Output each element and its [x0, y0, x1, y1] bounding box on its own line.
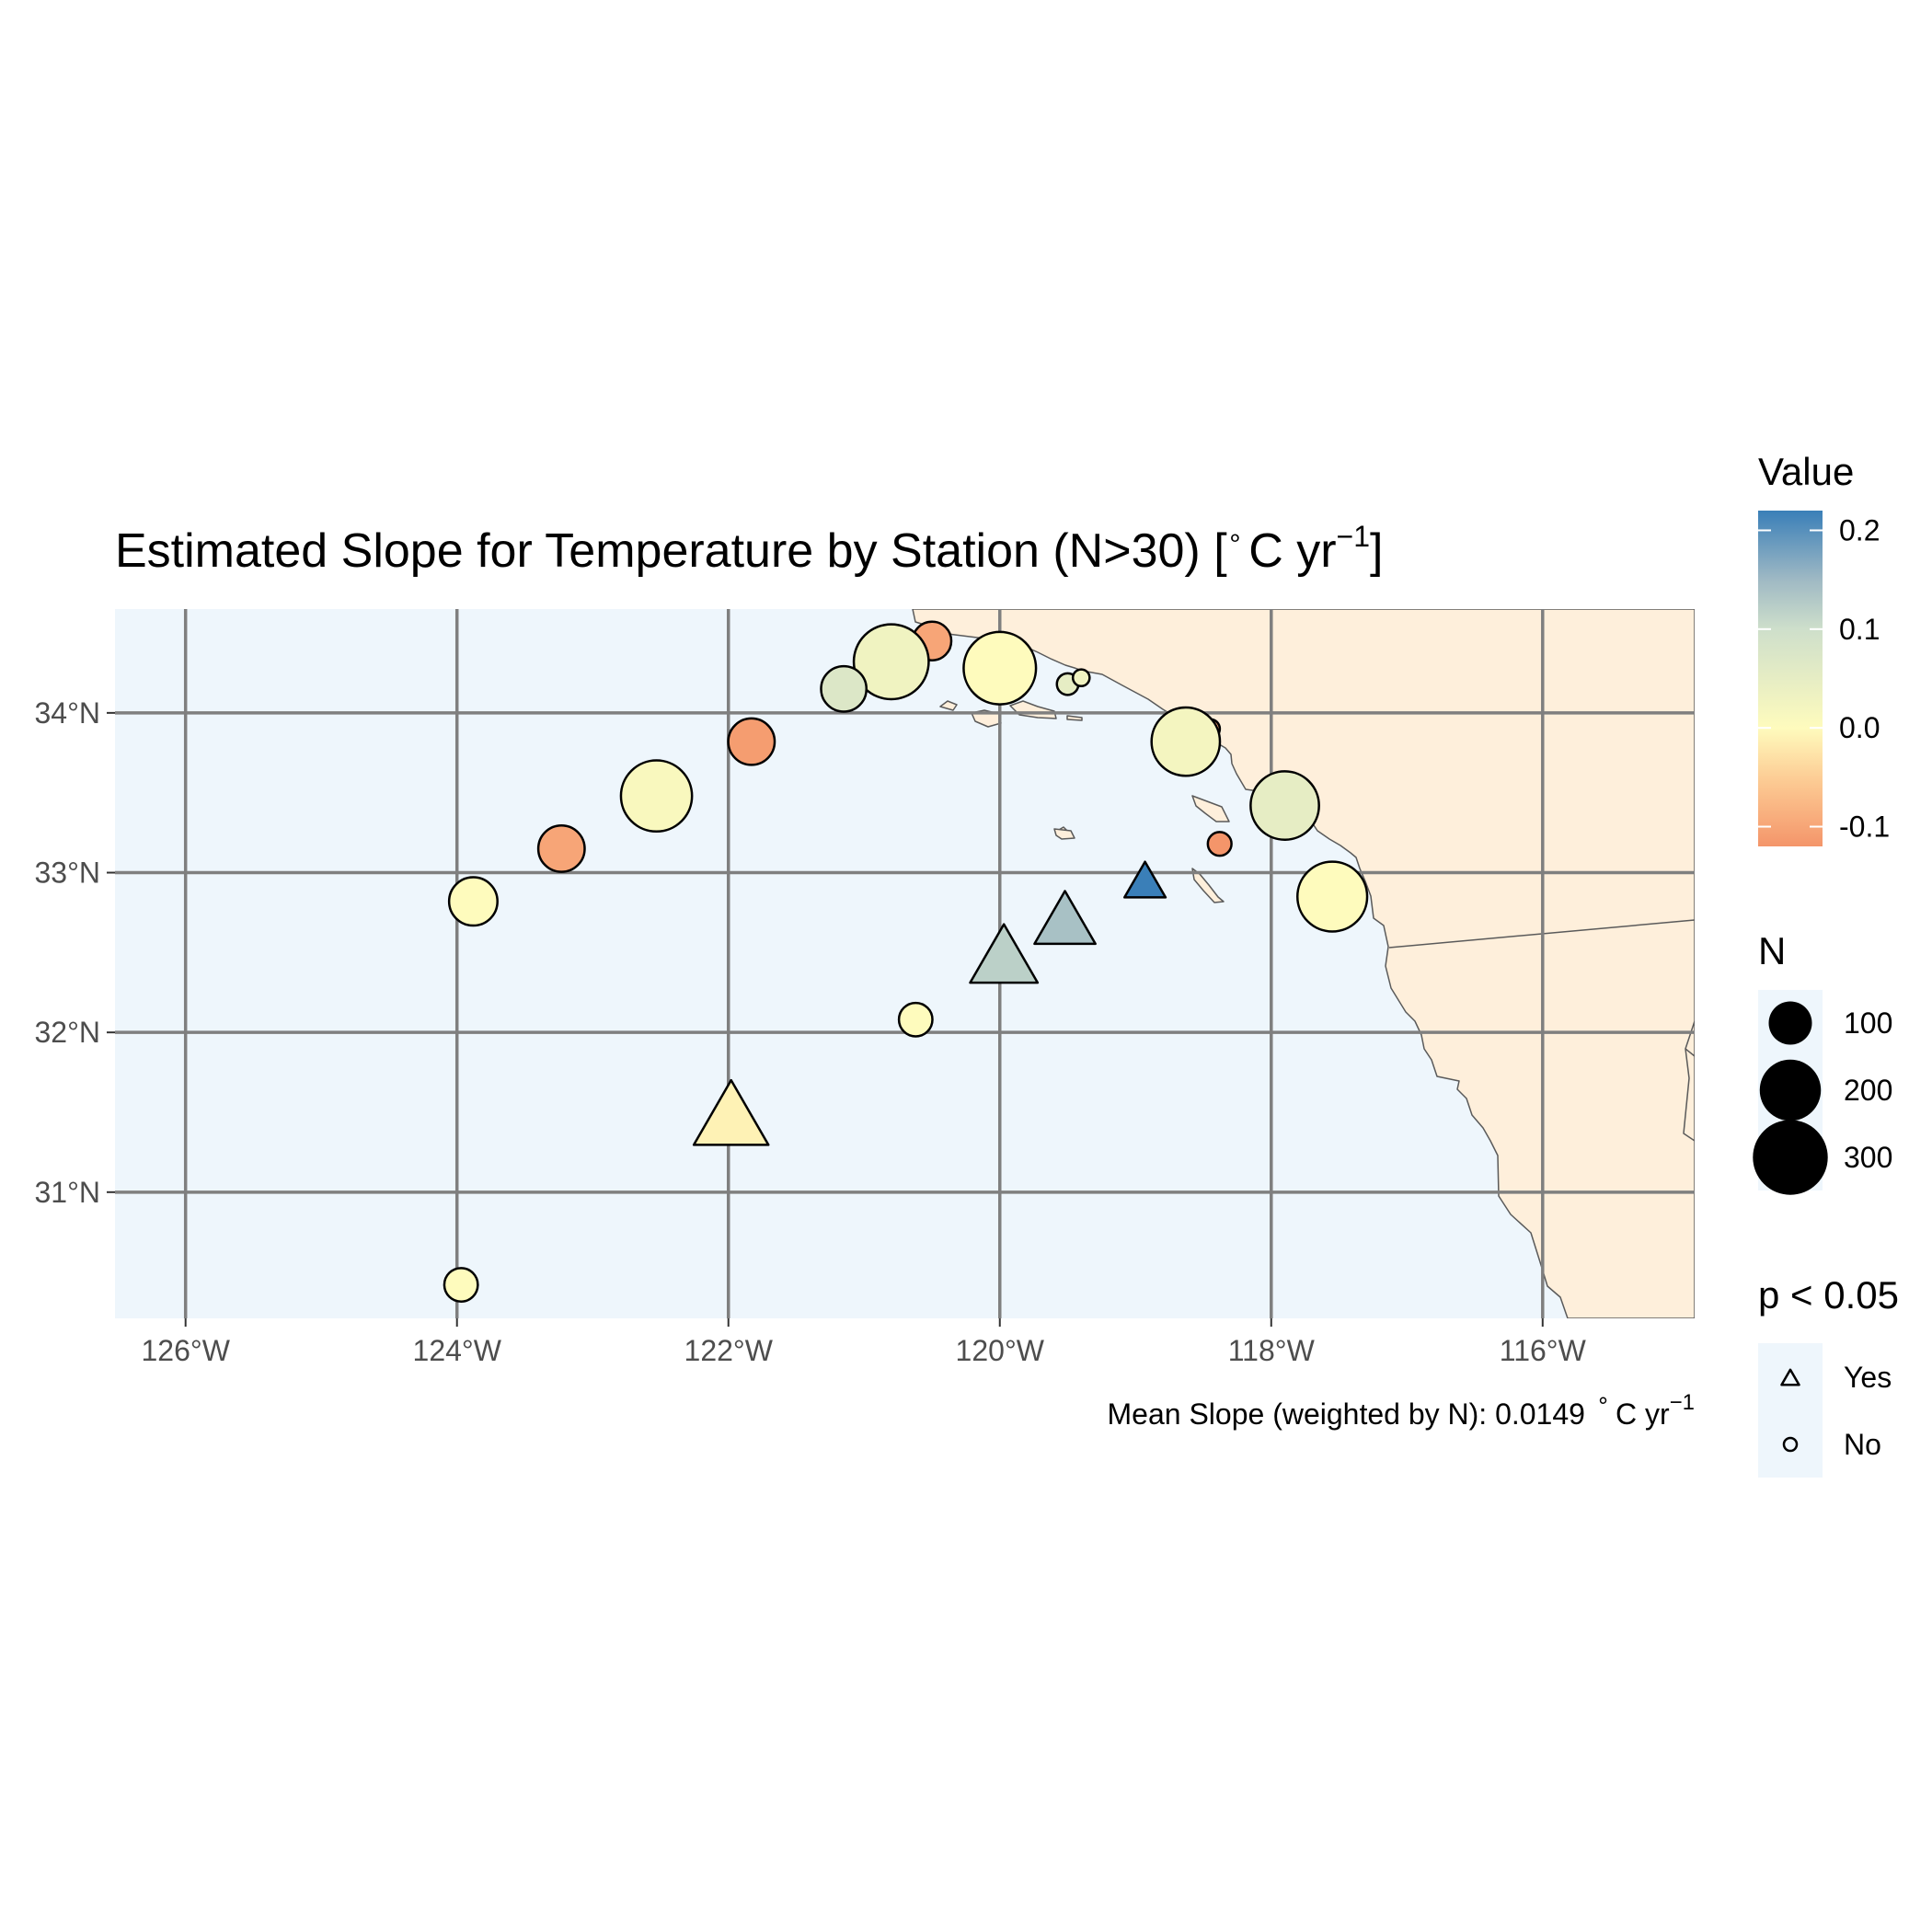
station-marker — [447, 876, 499, 927]
colorbar-label: -0.1 — [1839, 811, 1890, 844]
station-marker — [727, 717, 776, 766]
station-marker — [897, 1001, 934, 1038]
legend-value-ticks: 0.2 0.1 0.0 -0.1 — [1758, 513, 1890, 844]
y-tick-label: 34°N — [35, 696, 101, 730]
station-marker-significant — [1123, 860, 1167, 899]
y-tick-label: 33°N — [35, 857, 101, 890]
legend-n-label: 300 — [1844, 1141, 1892, 1174]
station-marker — [1249, 770, 1320, 841]
y-axis: 34°N 33°N 32°N 31°N — [35, 696, 115, 1209]
legend-n-label: 100 — [1844, 1006, 1892, 1040]
x-axis: 126°W 124°W 122°W 120°W 118°W 116°W — [142, 1318, 1587, 1367]
station-marker — [852, 623, 930, 701]
island-santa-catalina — [1191, 795, 1230, 822]
legend-p-key-triangle — [1780, 1368, 1800, 1386]
legend-p-label: Yes — [1844, 1361, 1892, 1394]
legend-p: p < 0.05 Yes No — [1758, 1273, 1899, 1478]
map-panel — [115, 609, 1695, 1318]
colorbar-label: 0.1 — [1839, 613, 1880, 646]
x-tick-label: 118°W — [1228, 1334, 1316, 1367]
map-layers — [115, 609, 1695, 1318]
colorbar-label: 0.0 — [1839, 711, 1880, 744]
stations-layer — [443, 620, 1369, 1303]
legend-value: Value 0.2 0.1 0.0 -0.1 — [1758, 450, 1890, 846]
station-marker — [1071, 668, 1091, 688]
station-marker — [1150, 706, 1222, 777]
island-anacapa — [1066, 715, 1083, 721]
x-tick-label: 122°W — [684, 1334, 774, 1367]
station-marker — [962, 630, 1038, 706]
x-tick-label: 116°W — [1500, 1334, 1587, 1367]
x-tick-label: 126°W — [142, 1334, 231, 1367]
legend-n-key — [1759, 1059, 1822, 1121]
legend-value-title: Value — [1758, 450, 1854, 493]
legend-n-entries: 100 200 300 — [1753, 1001, 1892, 1195]
station-marker-significant — [692, 1078, 770, 1146]
x-tick-label: 124°W — [413, 1334, 502, 1367]
station-marker — [536, 824, 586, 873]
legend-n-key — [1768, 1001, 1812, 1045]
station-marker-significant — [1033, 890, 1097, 946]
mexico-cape — [1683, 1020, 1695, 1142]
station-marker — [1296, 860, 1369, 933]
legend-p-label: No — [1844, 1428, 1881, 1461]
station-marker — [443, 1267, 479, 1303]
station-marker — [1206, 831, 1233, 857]
island-san-clemente — [1191, 868, 1225, 903]
legend-p-title: p < 0.05 — [1758, 1273, 1899, 1317]
legend-n: N 100 200 300 — [1753, 929, 1892, 1195]
legend-value-colorbar — [1758, 511, 1823, 846]
legend-p-entries: Yes No — [1780, 1361, 1892, 1461]
graticule — [115, 609, 1695, 1318]
y-tick-label: 32°N — [35, 1016, 101, 1049]
island-san-nicolas — [1053, 828, 1075, 840]
island-san-miguel — [939, 700, 958, 711]
station-marker-significant — [969, 923, 1040, 984]
legend-n-title: N — [1758, 929, 1786, 972]
chart-title: Estimated Slope for Temperature by Stati… — [115, 520, 1383, 578]
legend-p-keys-background — [1758, 1343, 1823, 1478]
station-marker — [820, 664, 868, 713]
caption-mean-slope: Mean Slope (weighted by N): 0.0149 ∘ C yr−… — [1108, 1388, 1695, 1431]
baja-notch-line — [1685, 1048, 1695, 1057]
colorbar-label: 0.2 — [1839, 513, 1880, 546]
x-tick-label: 120°W — [956, 1334, 1045, 1367]
legend-n-key — [1753, 1120, 1828, 1195]
legend-n-label: 200 — [1844, 1074, 1892, 1107]
station-marker — [619, 759, 694, 834]
legend-p-key-circle — [1782, 1436, 1799, 1453]
y-tick-label: 31°N — [35, 1176, 101, 1209]
